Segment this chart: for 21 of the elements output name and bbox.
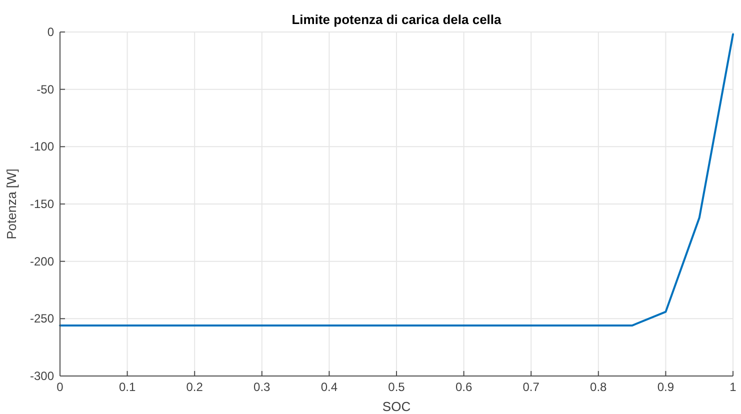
x-tick-label: 0.3 bbox=[254, 380, 271, 394]
x-tick-label: 0.1 bbox=[118, 380, 136, 394]
y-tick-label: 0 bbox=[47, 25, 54, 39]
x-tick-label: 0.8 bbox=[590, 380, 608, 394]
x-tick-label: 0 bbox=[56, 380, 64, 394]
chart-title: Limite potenza di carica dela cella bbox=[292, 12, 502, 27]
y-axis-title: Potenza [W] bbox=[4, 168, 19, 240]
y-tick-label: -50 bbox=[36, 82, 54, 96]
y-tick-label: -200 bbox=[30, 254, 54, 268]
x-tick-label: 0.7 bbox=[522, 380, 540, 394]
x-tick-label: 0.4 bbox=[320, 380, 338, 394]
x-tick-label: 0.2 bbox=[186, 380, 204, 394]
y-tick-label: -150 bbox=[30, 197, 54, 211]
y-tick-label: -300 bbox=[30, 369, 54, 383]
y-tick-label: -100 bbox=[30, 140, 54, 154]
x-tick-label: 1 bbox=[730, 380, 737, 394]
x-tick-label: 0.6 bbox=[455, 380, 472, 394]
x-tick-label: 0.5 bbox=[388, 380, 406, 394]
x-tick-label: 0.9 bbox=[657, 380, 674, 394]
x-axis-title: SOC bbox=[382, 399, 411, 414]
y-tick-label: -250 bbox=[30, 312, 54, 326]
